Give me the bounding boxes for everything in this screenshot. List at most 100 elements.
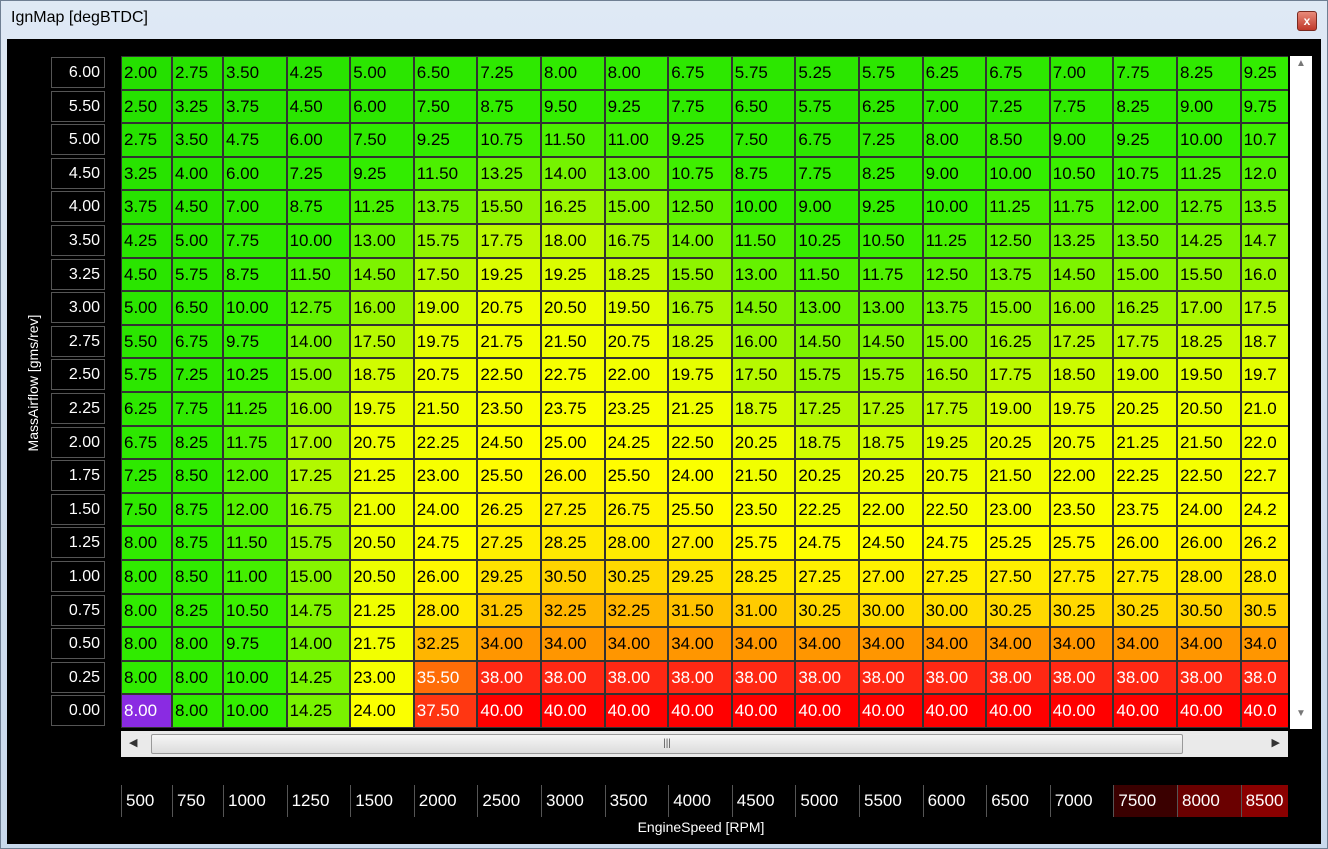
map-cell: 7.25 (121, 459, 172, 493)
map-cell: 13.00 (350, 224, 414, 258)
row-label: 0.75 (51, 594, 105, 626)
column-headers: 500 750 1000 1250 1500 2000 2500 3000 3500 4000 45… (121, 785, 1288, 817)
map-cell: 7.00 (922, 89, 987, 124)
map-cell: 30.25 (1049, 593, 1114, 628)
column-header: 1250 (286, 785, 351, 817)
map-cell: 8.25 (172, 593, 223, 628)
map-cell: 19.25 (541, 257, 605, 292)
scroll-right[interactable]: ▶ (1271, 737, 1280, 749)
scroll-thumb[interactable]: ||| (151, 734, 1183, 754)
map-cell: 11.75 (859, 257, 923, 292)
map-cell: 21.00 (350, 492, 414, 527)
map-cell: 9.25 (1113, 123, 1177, 157)
map-cell: 38.00 (477, 660, 541, 695)
map-cell: 12.50 (986, 224, 1050, 258)
scroll-down[interactable]: ▼ (1296, 708, 1306, 719)
map-cell: 9.00 (795, 190, 859, 224)
map-cell: 3.25 (121, 156, 172, 191)
map-cell: 26.75 (604, 492, 669, 527)
map-cell: 30.5 (1240, 593, 1288, 628)
map-cell: 18.7 (1240, 324, 1288, 359)
map-cell: 19.25 (477, 257, 541, 292)
map-cell: 40.00 (541, 694, 605, 728)
row-label: 3.50 (51, 225, 105, 256)
map-cell: 25.25 (986, 526, 1050, 560)
map-cell: 30.25 (986, 593, 1050, 628)
map-cell: 14.00 (286, 627, 351, 661)
map-cell: 7.25 (859, 123, 923, 157)
column-header: 1500 (350, 785, 414, 817)
map-cell: 8.00 (922, 123, 987, 157)
map-cell: 19.50 (1177, 358, 1241, 392)
vertical-scrollbar[interactable]: ▲ ▼ (1290, 56, 1312, 729)
map-cell: 8.25 (172, 425, 223, 460)
map-cell: 8.25 (1113, 89, 1177, 124)
horizontal-scrollbar[interactable]: ◀ ||| ▶ (121, 731, 1288, 757)
map-cell: 38.00 (668, 660, 732, 695)
map-cell: 21.50 (413, 392, 478, 426)
map-cell: 6.75 (121, 425, 172, 460)
map-cell: 22.75 (541, 358, 605, 392)
map-cell: 8.00 (172, 694, 223, 728)
map-cell: 40.00 (1113, 694, 1177, 728)
map-cell: 8.00 (121, 627, 172, 661)
map-cell: 4.50 (172, 190, 223, 224)
column-header: 4500 (731, 785, 796, 817)
map-cell: 13.00 (859, 291, 923, 325)
column-header: 3500 (604, 785, 669, 817)
map-cell: 38.00 (922, 660, 987, 695)
map-cell: 34.0 (1240, 627, 1288, 661)
map-cell: 23.00 (986, 492, 1050, 527)
map-cell: 32.25 (541, 593, 605, 628)
map-cell: 27.00 (859, 560, 923, 594)
map-cell: 8.00 (121, 593, 172, 628)
map-cell: 40.00 (604, 694, 669, 728)
map-cell: 34.00 (1177, 627, 1241, 661)
map-cell: 14.75 (286, 593, 351, 628)
column-header: 6500 (986, 785, 1050, 817)
map-cell: 25.75 (1049, 526, 1114, 560)
map-cell: 2.75 (172, 56, 223, 90)
map-cell: 4.75 (223, 123, 287, 157)
map-cell: 34.00 (922, 627, 987, 661)
map-cell: 12.75 (1177, 190, 1241, 224)
map-cell: 11.75 (223, 425, 287, 460)
map-cell: 19.00 (986, 392, 1050, 426)
map-cell: 28.00 (604, 526, 669, 560)
row-label: 2.25 (51, 393, 105, 424)
map-cell: 26.00 (1177, 526, 1241, 560)
map-cell: 6.75 (668, 56, 732, 90)
column-header: 2000 (413, 785, 478, 817)
map-cell: 40.00 (477, 694, 541, 728)
scroll-left[interactable]: ◀ (129, 737, 138, 749)
column-header: 6000 (922, 785, 987, 817)
scroll-up[interactable]: ▲ (1296, 58, 1306, 69)
map-cell: 34.00 (795, 627, 859, 661)
map-cell: 40.00 (859, 694, 923, 728)
map-cell: 14.25 (286, 660, 351, 695)
map-cell: 15.00 (986, 291, 1050, 325)
map-cell: 7.50 (121, 492, 172, 527)
map-cell: 11.50 (413, 156, 478, 191)
row-label: 1.75 (51, 460, 105, 492)
map-cell: 11.75 (1049, 190, 1114, 224)
map-cell: 6.75 (172, 324, 223, 359)
map-cell: 17.25 (1049, 324, 1114, 359)
map-cell: 34.00 (668, 627, 732, 661)
map-cell: 11.25 (1177, 156, 1241, 191)
map-cell: 8.50 (172, 459, 223, 493)
map-cell: 30.25 (1113, 593, 1177, 628)
map-cell: 26.00 (413, 560, 478, 594)
column-header: 7000 (1049, 785, 1114, 817)
map-cell: 21.50 (541, 324, 605, 359)
map-cell: 6.75 (986, 56, 1050, 90)
map-cell: 38.00 (1177, 660, 1241, 695)
row-label: 1.50 (51, 493, 105, 525)
map-cell: 7.25 (986, 89, 1050, 124)
close-button[interactable]: x (1297, 11, 1317, 31)
map-cell: 8.75 (477, 89, 541, 124)
map-cell: 2.50 (121, 89, 172, 124)
map-cell: 20.75 (350, 425, 414, 460)
map-cell: 15.00 (1113, 257, 1177, 292)
